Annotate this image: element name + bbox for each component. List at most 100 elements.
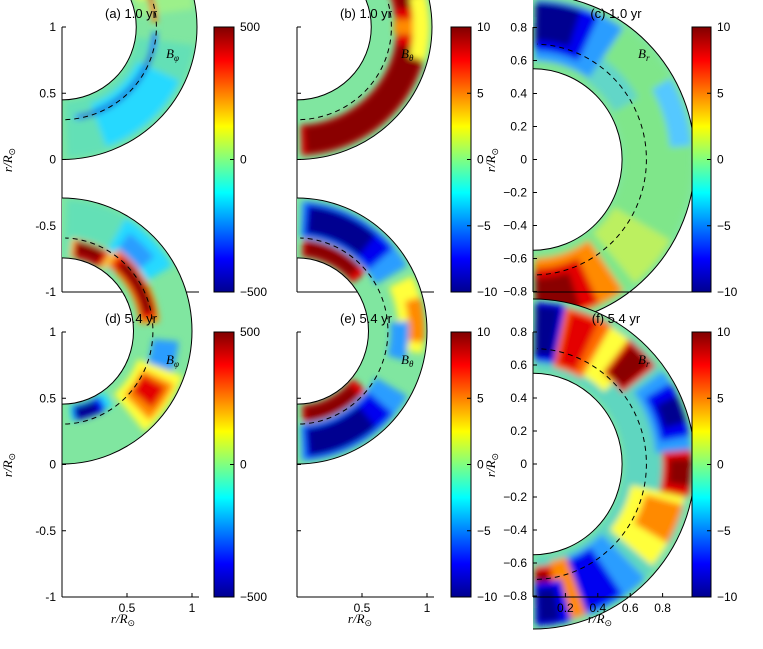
colorbar-tick-label: −10 (717, 285, 738, 299)
y-tick-label: −0.4 (503, 523, 527, 537)
y-axis-label: r/R⊙ (483, 148, 500, 172)
field-structures (300, 0, 430, 156)
outer-boundary (296, 0, 433, 160)
colorbar-tick-label: 500 (240, 20, 260, 34)
field-blob (307, 406, 376, 456)
y-tick-label: −0.2 (503, 186, 527, 200)
inner-boundary (532, 372, 623, 556)
colorbar: 10 5 0 −5 −10 (691, 20, 738, 299)
colorbar-tick-label: −5 (477, 524, 491, 538)
colorbar-tick-label: 5 (717, 86, 724, 100)
y-tick-label: -0.5 (35, 219, 56, 233)
x-tick-label: 1 (189, 601, 196, 615)
panel-title: (d) 5.4 yr (105, 311, 158, 326)
y-tick-label: 0.2 (510, 424, 527, 438)
panel-title: (c) 1.0 yr (590, 6, 642, 21)
field-blob (634, 494, 684, 544)
field-blob (607, 345, 650, 388)
panel-c: 0.8 0.6 0.4 0.2 0 −0.2 −0.4 −0.6 −0.8 (c) 1.0 yr B… (503, 0, 738, 325)
field-blob (537, 587, 561, 623)
colorbar-tick-label: 5 (717, 391, 724, 405)
tachocline-line (536, 348, 647, 580)
colorbar-tick-label: 10 (717, 20, 731, 34)
field-blob (90, 61, 180, 147)
colorbar-tick-label: 0 (240, 153, 247, 167)
panel-title: (f) 5.4 yr (592, 311, 641, 326)
field-blob (656, 395, 687, 429)
colorbar-tick-label: −10 (717, 590, 738, 604)
x-axis-label: r/R⊙ (348, 611, 372, 628)
y-tick-label: 0 (49, 458, 56, 472)
y-tick-label: 0.6 (510, 54, 527, 68)
y-tick-label: 0 (520, 153, 527, 167)
y-tick-label: 0.8 (510, 21, 527, 35)
colorbar-tick-label: −500 (240, 590, 267, 604)
field-blob (131, 374, 166, 408)
inner-boundary (532, 68, 623, 251)
colorbar-tick-label: −10 (477, 285, 498, 299)
colorbar-tick-label: −10 (477, 590, 498, 604)
y-tick-label: 0.4 (510, 391, 527, 405)
y-tick-label: 0.6 (510, 358, 527, 372)
field-blob (75, 240, 105, 263)
field-structures (534, 302, 693, 626)
colorbar-tick-label: −500 (240, 285, 267, 299)
x-tick-label: 0.5 (354, 601, 371, 615)
y-axis-label: r/R⊙ (0, 148, 17, 172)
field-blob (117, 259, 154, 314)
x-tick-label: 0.2 (557, 601, 574, 615)
colorbar: 10 5 0 −5 −10 (450, 325, 498, 604)
x-tick-label: 0.6 (622, 601, 639, 615)
y-axis-label: r/R⊙ (0, 453, 17, 477)
colorbar-tick-label: 5 (477, 86, 484, 100)
colorbar-tick-label: 0 (477, 153, 484, 167)
field-blob (409, 0, 430, 61)
field-blob (535, 2, 581, 47)
field-blob (586, 58, 639, 112)
x-axis-label: r/R⊙ (588, 611, 612, 628)
colorbar-tick-label: 0 (477, 458, 484, 472)
inner-boundary (61, 0, 137, 101)
colorbar: 10 5 0 −5 −10 (450, 20, 498, 299)
colorbar-tick-label: 10 (477, 325, 491, 339)
colorbar-tick-label: 5 (477, 391, 484, 405)
y-tick-label: 1 (49, 325, 56, 339)
field-blob (304, 384, 360, 421)
field-blob (593, 207, 671, 284)
colorbar: 10 5 0 −5 −10 (691, 325, 738, 604)
colorbar-tick-label: 0 (240, 458, 247, 472)
y-tick-label: -1 (45, 285, 56, 299)
y-tick-label: 0.4 (510, 87, 527, 101)
y-tick-label: 0.8 (510, 325, 527, 339)
outer-boundary (296, 197, 428, 465)
field-structures (64, 199, 183, 432)
field-blob (667, 458, 692, 487)
y-tick-label: 1 (49, 20, 56, 34)
field-blob (534, 305, 561, 357)
colorbar-tick-label: 10 (717, 325, 731, 339)
inner-boundary (296, 257, 369, 405)
y-tick-label: −0.6 (503, 556, 527, 570)
field-blob (387, 321, 409, 361)
x-axis-label: r/R⊙ (111, 611, 135, 628)
y-tick-label: 0 (49, 153, 56, 167)
inner-boundary (296, 0, 372, 101)
x-tick-label: 0.4 (589, 601, 606, 615)
y-tick-label: −0.6 (503, 252, 527, 266)
colorbar-tick-label: 0 (717, 458, 724, 472)
panel-title: (e) 5.4 yr (340, 311, 393, 326)
field-blob (304, 241, 360, 278)
tachocline-line (536, 43, 647, 276)
panel-title: (b) 1.0 yr (340, 6, 393, 21)
colorbar-tick-label: 10 (477, 20, 491, 34)
panel-f: 0.8 0.6 0.4 0.2 0 −0.2 −0.4 −0.6 −0.8 0.2 0.4 0.6 0.… (503, 298, 738, 630)
y-axis-label: r/R⊙ (483, 453, 500, 477)
colorbar-tick-label: −5 (477, 219, 491, 233)
y-tick-label: −0.8 (503, 285, 527, 299)
y-tick-label: -1 (45, 590, 56, 604)
colorbar-tick-label: 500 (240, 325, 260, 339)
x-tick-label: 0.8 (654, 601, 671, 615)
y-tick-label: 0.5 (39, 86, 56, 100)
colorbar: 500 0 −500 (213, 325, 267, 604)
